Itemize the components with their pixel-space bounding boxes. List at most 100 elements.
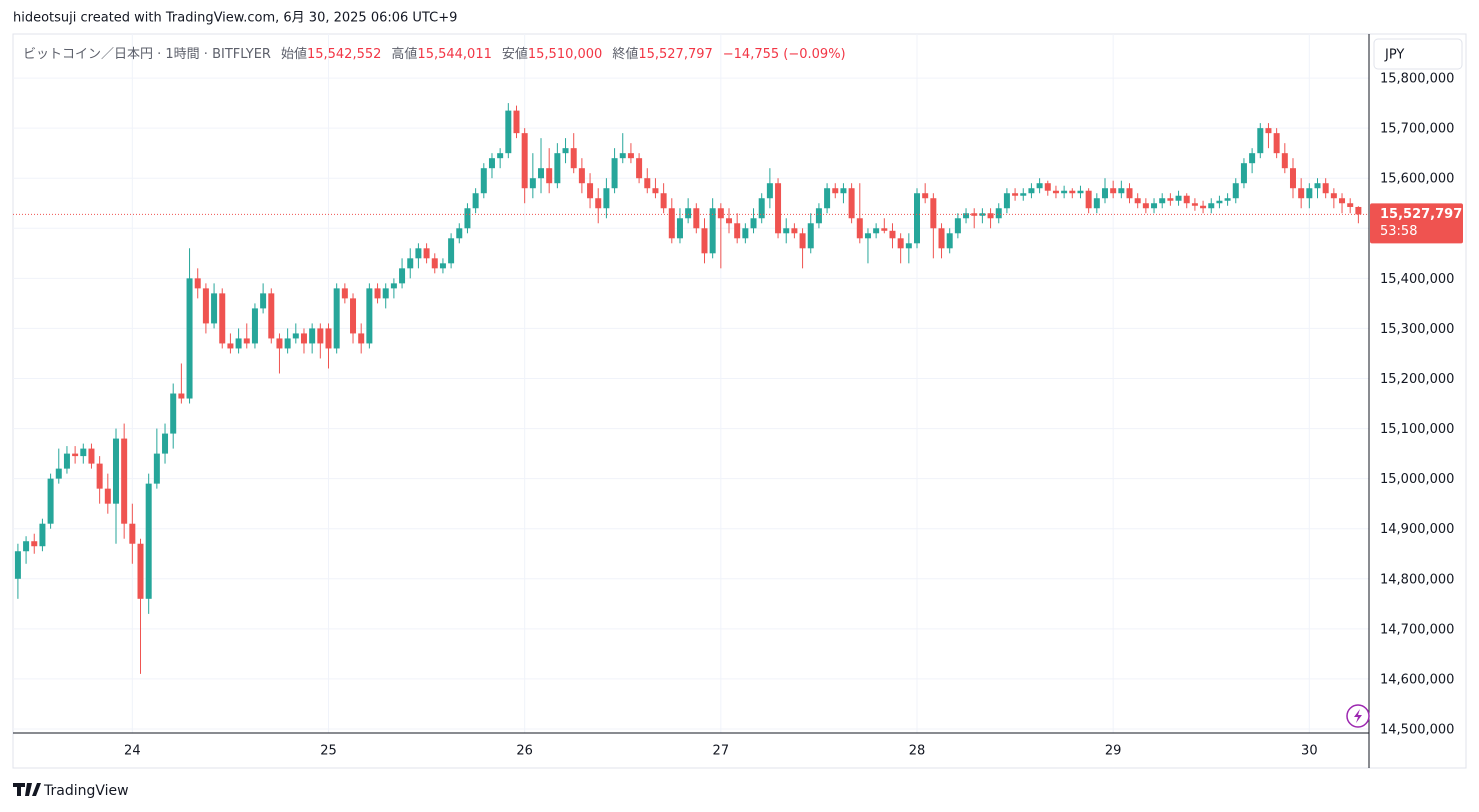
legend: ビットコイン／日本円 · 1時間 · BITFLYER 始値15,542,552 高… bbox=[23, 46, 846, 62]
candle-body bbox=[889, 230, 896, 239]
candle-body bbox=[14, 551, 21, 579]
candle-body bbox=[317, 328, 324, 344]
candle-body bbox=[1191, 203, 1198, 206]
candle-body bbox=[129, 523, 136, 544]
candle-body bbox=[856, 218, 863, 239]
candle-body bbox=[276, 338, 283, 349]
candle-body bbox=[31, 541, 38, 547]
candle-body bbox=[23, 541, 30, 552]
candle-body bbox=[480, 168, 487, 194]
candle-body bbox=[636, 158, 643, 179]
y-tick-label: 15,400,000 bbox=[1380, 272, 1454, 287]
candle-body bbox=[1134, 198, 1141, 204]
candle-body bbox=[505, 110, 512, 154]
candle-body bbox=[472, 193, 479, 209]
candle-body bbox=[439, 263, 446, 269]
candle-body bbox=[341, 288, 348, 299]
legend-label: 終値 bbox=[612, 46, 638, 62]
candle-body bbox=[1093, 198, 1100, 209]
candle-body bbox=[121, 438, 128, 524]
y-tick-label: 15,000,000 bbox=[1380, 472, 1454, 487]
candle-body bbox=[63, 453, 70, 469]
candle-body bbox=[595, 198, 602, 209]
candle-body bbox=[1281, 153, 1288, 169]
candle-body bbox=[1232, 183, 1239, 199]
candle-body bbox=[905, 243, 912, 249]
candle-body bbox=[726, 218, 733, 224]
candle-body bbox=[652, 188, 659, 194]
candle-body bbox=[832, 188, 839, 194]
candle-body bbox=[448, 238, 455, 264]
candles bbox=[14, 103, 1362, 674]
candle-body bbox=[382, 288, 389, 299]
candle-body bbox=[1175, 195, 1182, 201]
candle-body bbox=[938, 228, 945, 249]
legend-label: 高値 bbox=[391, 46, 417, 62]
candle-body bbox=[96, 463, 103, 489]
candle-body bbox=[1216, 200, 1223, 204]
candle-body bbox=[1208, 203, 1215, 209]
candle-body bbox=[775, 183, 782, 234]
candle-body bbox=[676, 218, 683, 239]
candle-body bbox=[521, 133, 528, 189]
candle-body bbox=[137, 543, 144, 599]
candle-body bbox=[72, 453, 79, 457]
candle-body bbox=[742, 228, 749, 239]
y-tick-label: 14,800,000 bbox=[1380, 572, 1454, 587]
candle-body bbox=[783, 228, 790, 234]
watermark: hideotsuji created with TradingView.com,… bbox=[13, 11, 457, 26]
candle-body bbox=[578, 168, 585, 184]
last-price-label: 15,527,797 bbox=[1380, 207, 1462, 222]
candle-body bbox=[1257, 128, 1264, 154]
legend-text: ビットコイン／日本円 · 1時間 · BITFLYER 始値15,542,552 高… bbox=[23, 46, 846, 62]
candle-body bbox=[709, 208, 716, 254]
currency-button[interactable] bbox=[1373, 38, 1463, 70]
candle-body bbox=[1159, 198, 1166, 204]
candle-body bbox=[211, 293, 218, 324]
candle-body bbox=[1167, 198, 1174, 201]
candle-body bbox=[456, 228, 463, 239]
candle-body bbox=[178, 393, 185, 399]
legend-value: 15,527,797 bbox=[638, 47, 712, 62]
candle-body bbox=[644, 178, 651, 189]
candle-body bbox=[1273, 133, 1280, 154]
candle-body bbox=[1330, 193, 1337, 199]
x-tick-label: 24 bbox=[124, 744, 141, 759]
candle-body bbox=[1265, 128, 1272, 134]
candle-body bbox=[153, 453, 160, 484]
x-tick-label: 28 bbox=[909, 744, 926, 759]
candle-body bbox=[529, 178, 536, 189]
candle-body bbox=[1012, 193, 1019, 196]
candle-body bbox=[243, 338, 250, 344]
candle-body bbox=[701, 228, 708, 254]
candle-body bbox=[1298, 188, 1305, 199]
candle-body bbox=[603, 188, 610, 209]
candle-body bbox=[333, 288, 340, 349]
candle-body bbox=[88, 448, 95, 464]
candle-body bbox=[1118, 188, 1125, 194]
candle-body bbox=[995, 208, 1002, 219]
x-tick-label: 26 bbox=[516, 744, 533, 759]
candle-body bbox=[693, 208, 700, 229]
candle-body bbox=[954, 218, 961, 234]
candle-body bbox=[309, 328, 316, 344]
legend-label: 安値 bbox=[502, 46, 528, 62]
candle-body bbox=[1003, 193, 1010, 209]
candle-body bbox=[1028, 188, 1035, 194]
legend-label: 始値 bbox=[281, 46, 307, 62]
candle-body bbox=[668, 208, 675, 239]
candle-body bbox=[1249, 153, 1256, 164]
candle-body bbox=[1110, 188, 1117, 194]
candle-body bbox=[1339, 198, 1346, 204]
candle-body bbox=[807, 223, 814, 249]
candle-body bbox=[734, 223, 741, 239]
brand-logo bbox=[13, 783, 41, 796]
alert-bolt bbox=[1354, 709, 1362, 723]
candle-body bbox=[415, 248, 422, 259]
candle-body bbox=[848, 188, 855, 219]
candle-body bbox=[162, 433, 169, 454]
currency[interactable]: JPY bbox=[1384, 48, 1404, 63]
candle-body bbox=[1322, 183, 1329, 194]
candle-body bbox=[766, 183, 773, 199]
candle-body bbox=[407, 258, 414, 269]
